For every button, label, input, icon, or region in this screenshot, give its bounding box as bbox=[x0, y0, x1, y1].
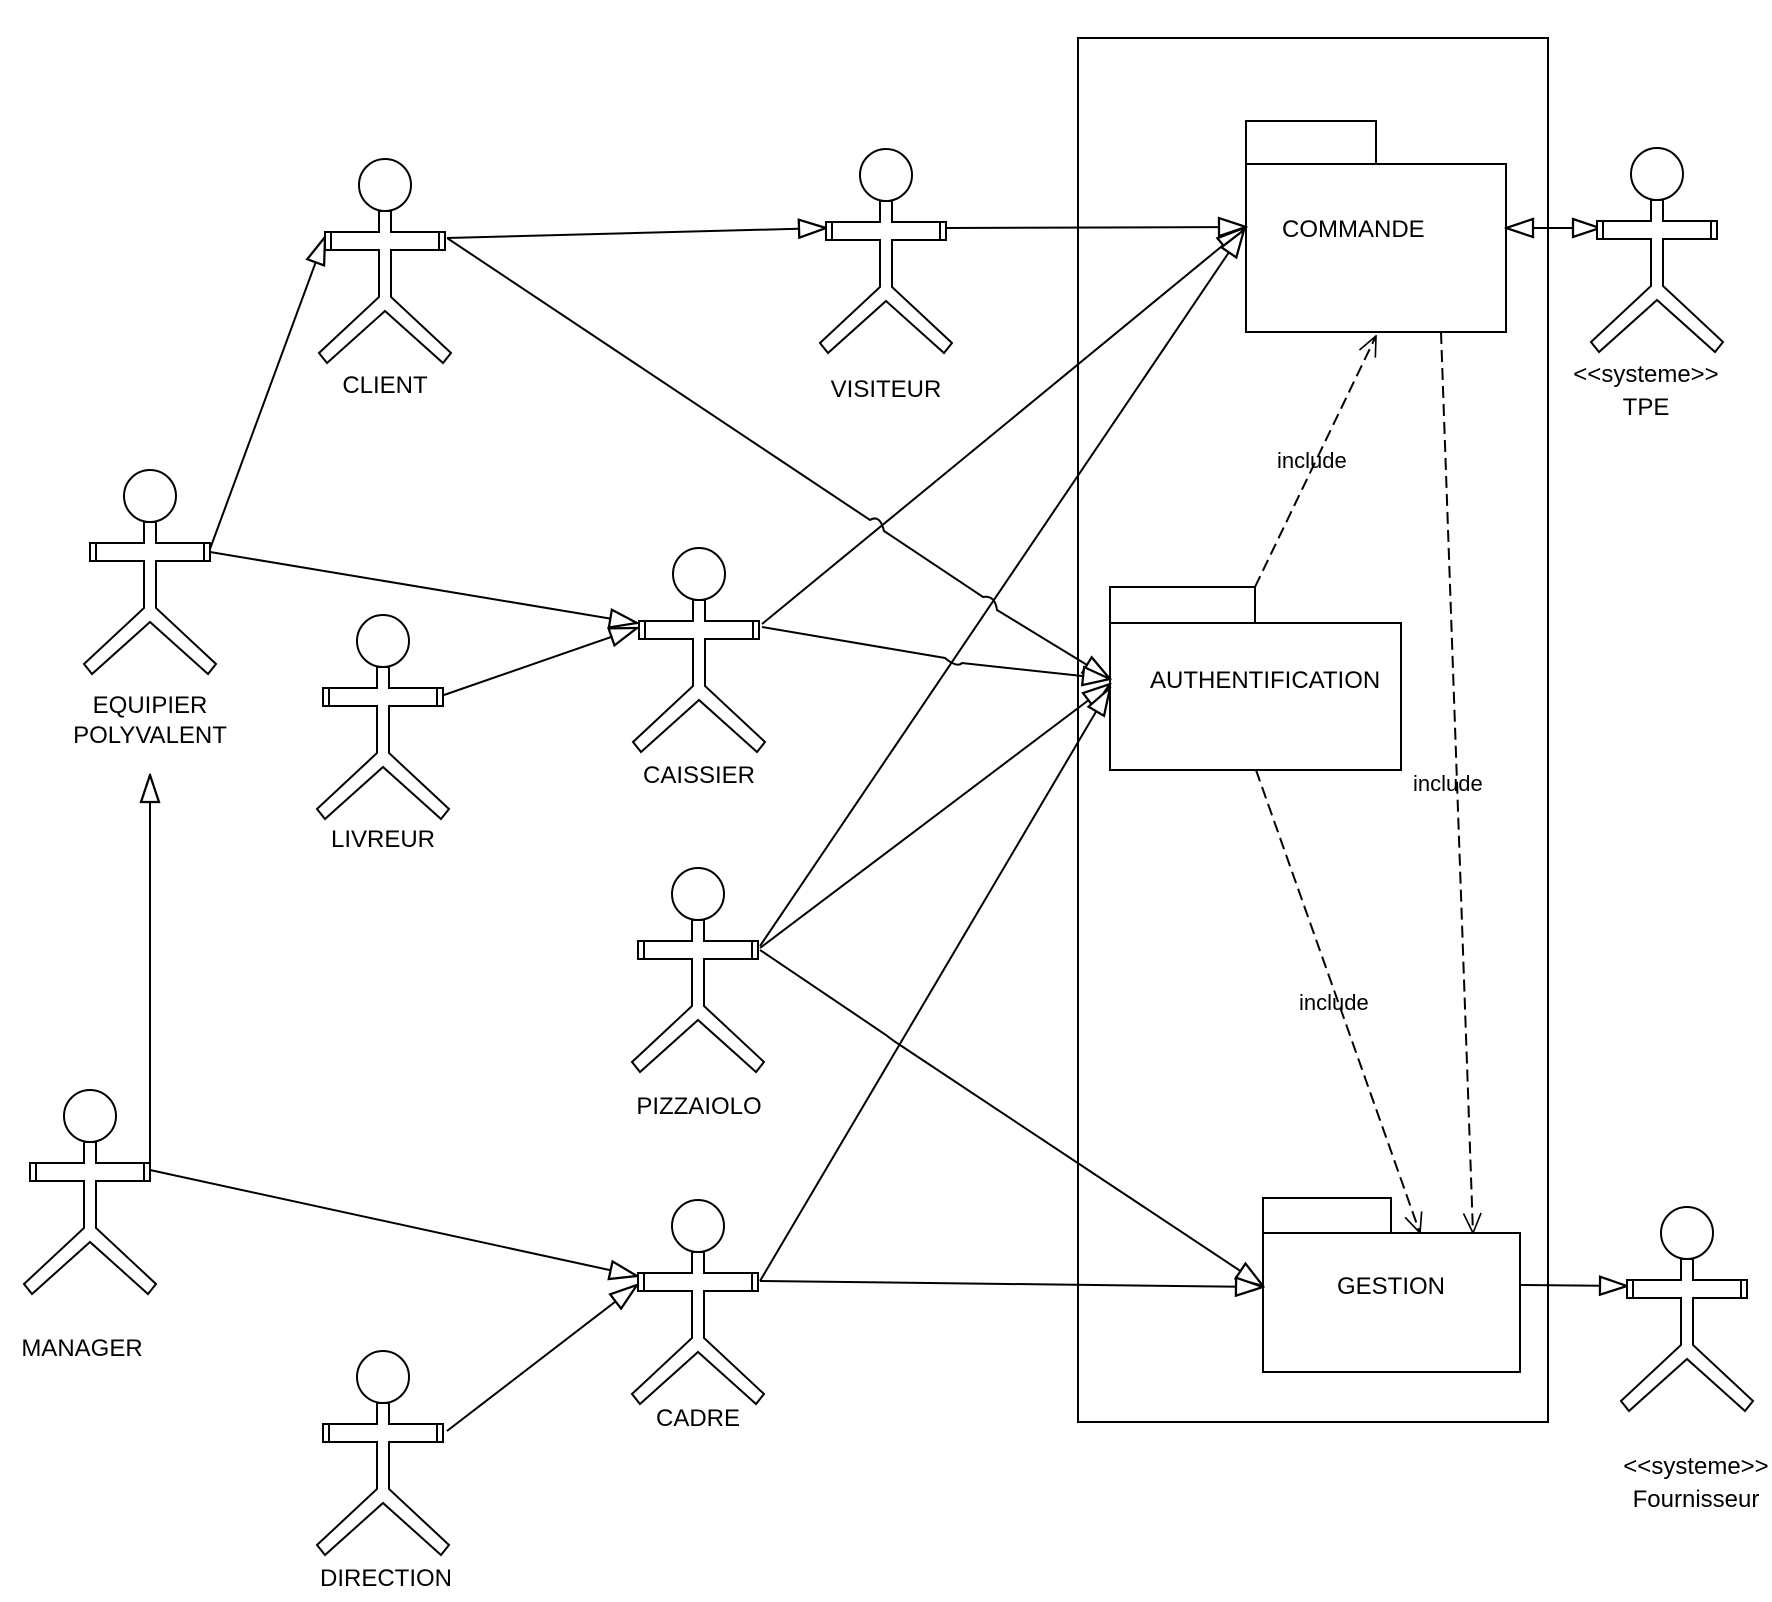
actor-direction-label: DIRECTION bbox=[320, 1565, 452, 1592]
actor-caissier-head bbox=[672, 547, 726, 601]
relations bbox=[149, 227, 1627, 1432]
caissier-to-commande-line bbox=[761, 228, 1244, 625]
actor-pizzaiolo-body bbox=[630, 919, 766, 1074]
actor-tpe-body bbox=[1589, 199, 1725, 354]
package-authentification[interactable]: AUTHENTIFICATION bbox=[1109, 586, 1402, 771]
actor-livreur-label: LIVREUR bbox=[331, 826, 435, 853]
actor-direction-body bbox=[315, 1402, 451, 1557]
actor-visiteur-label: VISITEUR bbox=[831, 376, 942, 403]
pizzaiolo-to-gestion-line bbox=[759, 949, 1263, 1286]
include-label-1: include bbox=[1277, 448, 1347, 473]
include-commande-to-gestion-line bbox=[1440, 331, 1473, 1233]
actor-direction-head bbox=[356, 1350, 410, 1404]
cadre-to-authentification-line bbox=[759, 688, 1110, 1282]
equipier-to-caissier-line bbox=[209, 551, 637, 623]
actor-tpe[interactable] bbox=[1589, 147, 1725, 354]
actor-pizzaiolo[interactable] bbox=[630, 867, 766, 1074]
actor-pizzaiolo-head bbox=[671, 867, 725, 921]
actor-client-head bbox=[358, 158, 412, 212]
actor-cadre-head bbox=[671, 1199, 725, 1253]
pizzaiolo-to-authentification-line bbox=[759, 684, 1110, 949]
equipier-to-client-line bbox=[209, 237, 325, 550]
actor-equipier-label-line1: EQUIPIER bbox=[93, 692, 208, 719]
pizzaiolo-to-commande-line bbox=[759, 230, 1244, 947]
include-label-2: include bbox=[1413, 771, 1483, 796]
include-auth-to-commande-line bbox=[1254, 336, 1377, 588]
livreur-to-caissier-line bbox=[443, 628, 637, 696]
actor-direction[interactable] bbox=[315, 1350, 451, 1557]
actor-fournisseur-label: Fournisseur bbox=[1633, 1486, 1760, 1513]
package-authentification-label: AUTHENTIFICATION bbox=[1150, 667, 1380, 694]
include-label-3: include bbox=[1299, 990, 1369, 1015]
gestion-to-fournisseur-line bbox=[1519, 1285, 1627, 1286]
actor-equipier-head bbox=[123, 469, 177, 523]
actor-tpe-label: TPE bbox=[1623, 394, 1670, 421]
actor-client-label: CLIENT bbox=[342, 372, 428, 399]
package-gestion-label: GESTION bbox=[1337, 1273, 1445, 1300]
actor-equipier[interactable] bbox=[82, 469, 218, 676]
actor-caissier-body bbox=[631, 599, 767, 754]
package-gestion[interactable]: GESTION bbox=[1262, 1197, 1521, 1373]
direction-to-cadre-line bbox=[446, 1285, 637, 1432]
actor-client[interactable] bbox=[317, 158, 453, 365]
actor-equipier-body bbox=[82, 521, 218, 676]
actor-cadre[interactable] bbox=[630, 1199, 766, 1406]
actor-visiteur-body bbox=[818, 200, 954, 355]
actor-tpe-stereotype: <<systeme>> bbox=[1573, 361, 1718, 388]
actor-manager-head bbox=[63, 1089, 117, 1143]
actor-caissier-label: CAISSIER bbox=[643, 762, 755, 789]
actor-cadre-label: CADRE bbox=[656, 1405, 740, 1432]
actor-livreur-body bbox=[315, 666, 451, 821]
manager-to-cadre-line bbox=[149, 1169, 637, 1276]
actor-manager-body bbox=[22, 1141, 158, 1296]
actor-fournisseur-head bbox=[1660, 1206, 1714, 1260]
actor-fournisseur-stereotype: <<systeme>> bbox=[1623, 1453, 1768, 1480]
actor-client-body bbox=[317, 210, 453, 365]
actor-livreur-head bbox=[356, 614, 410, 668]
actor-fournisseur-body bbox=[1619, 1258, 1755, 1413]
package-commande-label: COMMANDE bbox=[1282, 216, 1425, 243]
actor-livreur[interactable] bbox=[315, 614, 451, 821]
actor-caissier[interactable] bbox=[631, 547, 767, 754]
package-commande[interactable]: COMMANDE bbox=[1245, 120, 1507, 333]
actor-tpe-head bbox=[1630, 147, 1684, 201]
cadre-to-gestion-line bbox=[759, 1281, 1263, 1287]
actor-pizzaiolo-label: PIZZAIOLO bbox=[636, 1093, 761, 1120]
actor-manager-label: MANAGER bbox=[21, 1335, 142, 1362]
include-auth-to-gestion-line bbox=[1255, 769, 1420, 1233]
client-to-visiteur-line bbox=[446, 228, 826, 238]
actor-manager[interactable] bbox=[22, 1089, 158, 1296]
system-boundary bbox=[1077, 37, 1549, 1423]
actor-visiteur[interactable] bbox=[818, 148, 954, 355]
actor-equipier-label-line2: POLYVALENT bbox=[73, 722, 227, 749]
caissier-to-authentification-line bbox=[761, 626, 1110, 679]
client-to-authentification-line bbox=[446, 237, 1110, 679]
actor-visiteur-head bbox=[859, 148, 913, 202]
visiteur-to-commande-line bbox=[945, 227, 1246, 228]
actor-cadre-body bbox=[630, 1251, 766, 1406]
actor-fournisseur[interactable] bbox=[1619, 1206, 1755, 1413]
